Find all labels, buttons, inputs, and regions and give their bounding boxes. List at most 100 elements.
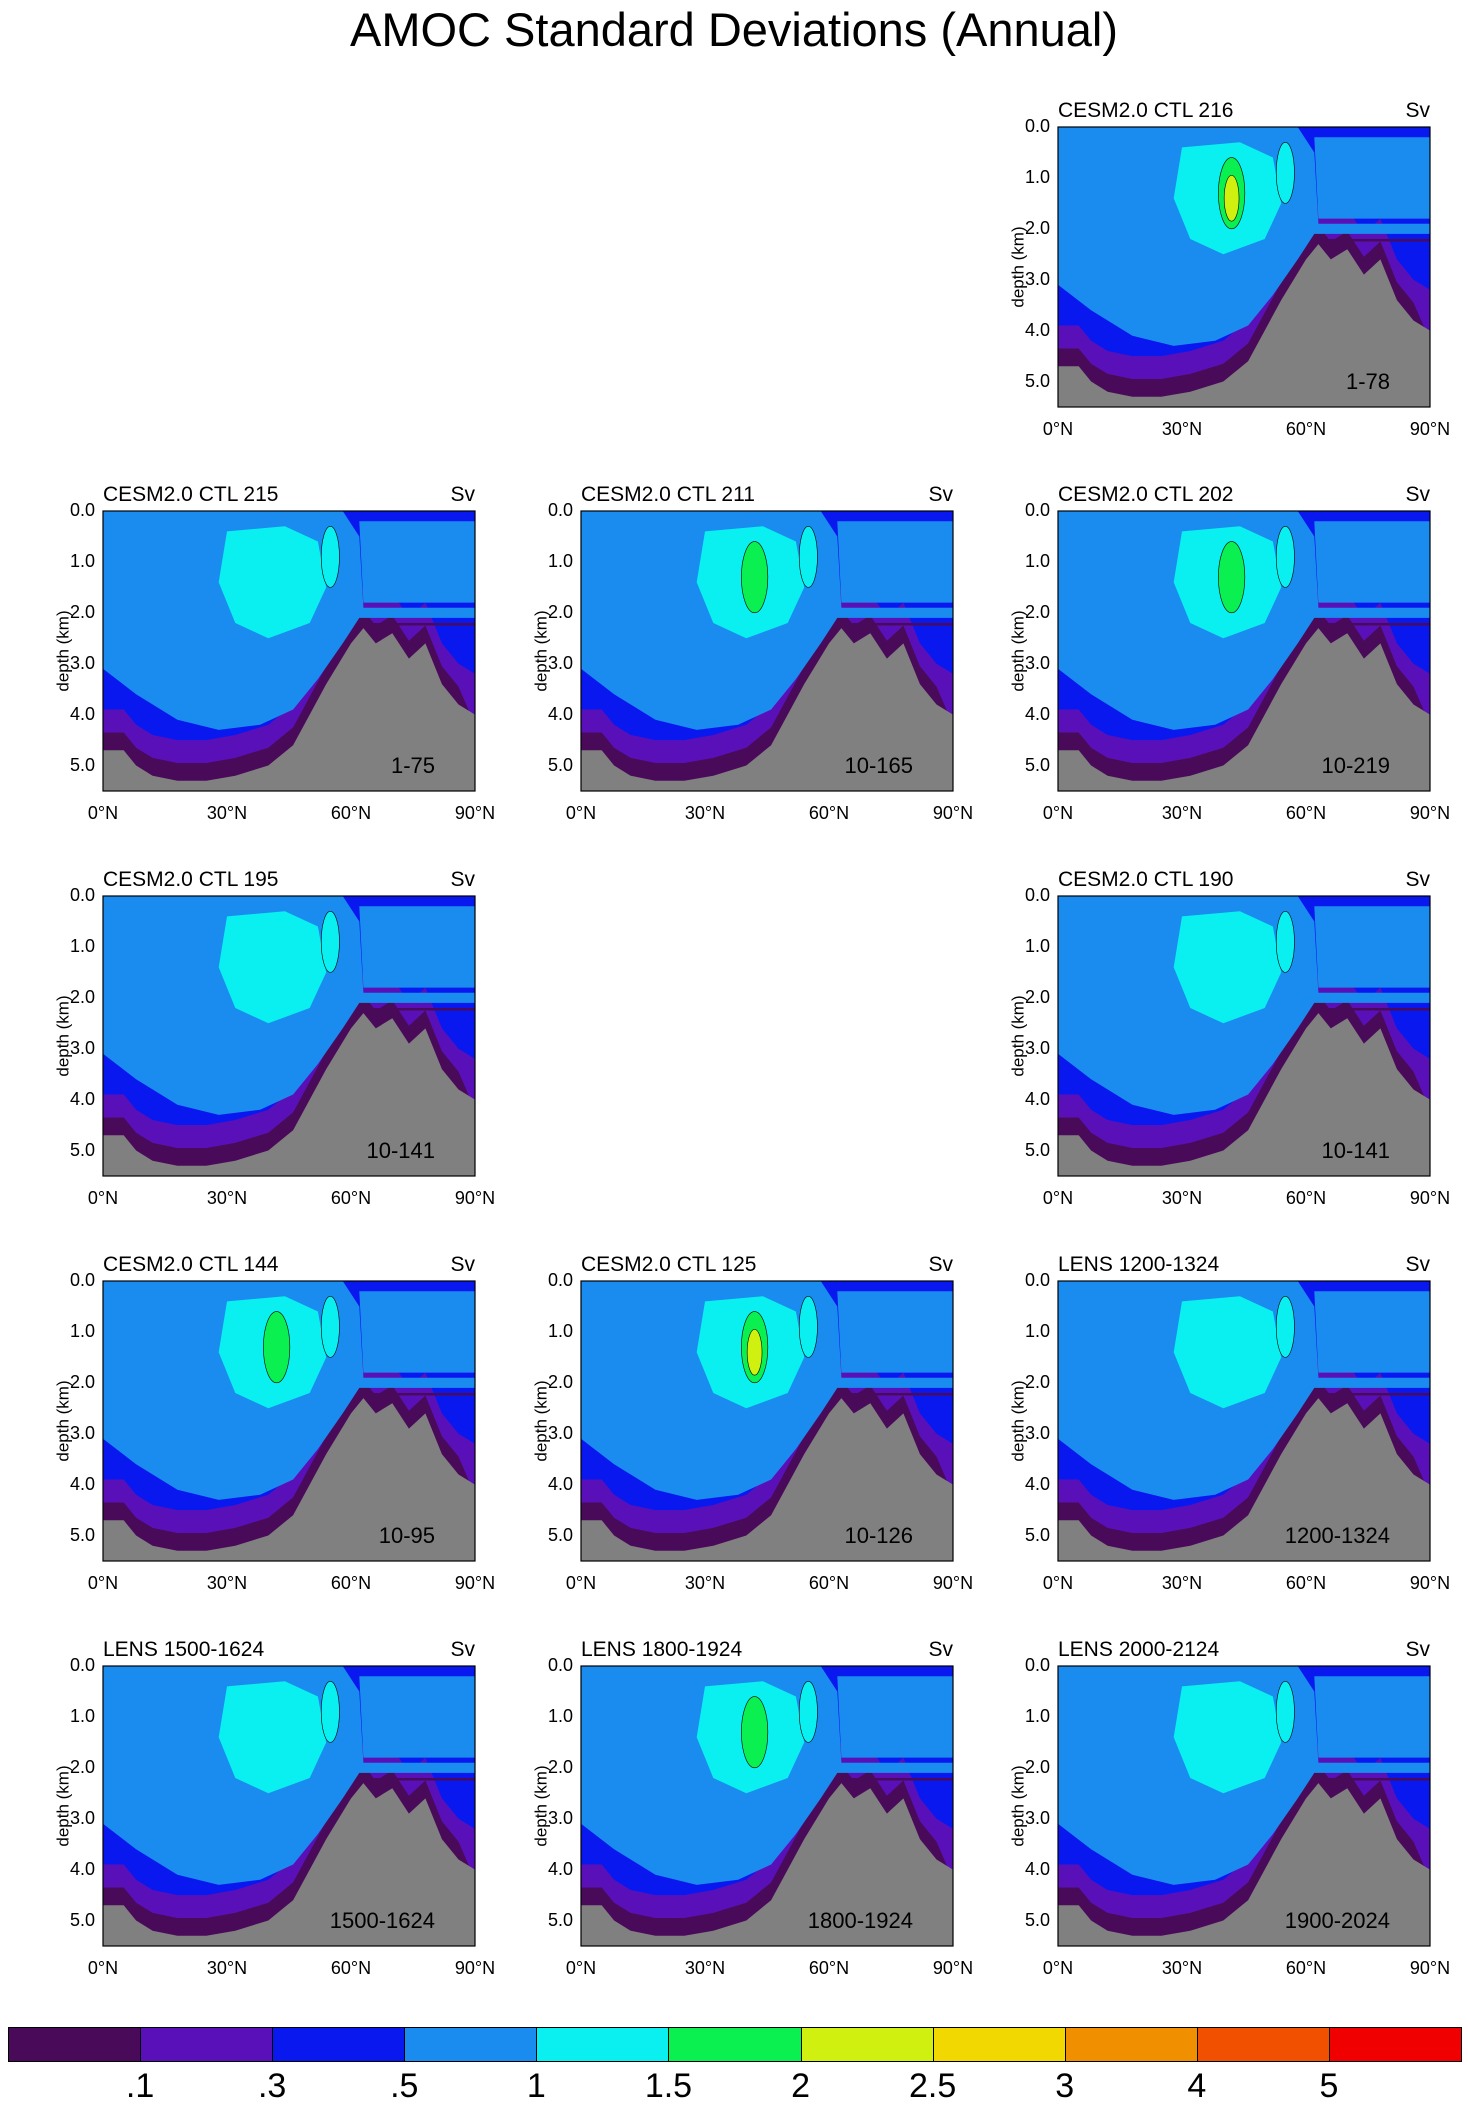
y-tick-label: 5.0 xyxy=(1024,1139,1050,1160)
panel-unit: Sv xyxy=(928,1638,953,1661)
x-tick-label: 0°N xyxy=(565,1573,597,1593)
period-label: 1900-2024 xyxy=(1284,1908,1390,1933)
panel-title: CESM2.0 CTL 215 xyxy=(103,483,279,506)
colorbar-segment xyxy=(1064,2027,1198,2062)
level-fill-4-north xyxy=(1275,141,1295,204)
y-tick-label: 3.0 xyxy=(1024,652,1050,673)
panel-title: CESM2.0 CTL 195 xyxy=(103,868,279,891)
level-fill-3-north xyxy=(359,521,475,603)
contour-plot xyxy=(1057,510,1431,792)
x-tick-label: 90°N xyxy=(454,1188,496,1208)
y-tick-label: 1.0 xyxy=(1024,550,1050,571)
y-tick-label: 1.0 xyxy=(69,935,95,956)
panel-title: LENS 1800-1924 xyxy=(581,1638,743,1661)
contour-panel: LENS 1500-1624 Sv depth (km) 1500-1624 0.0 1.… xyxy=(54,1638,495,1978)
period-label: 10-95 xyxy=(378,1523,435,1548)
plot-frame xyxy=(1057,126,1431,408)
level-fill-4 xyxy=(1173,1681,1282,1794)
level-fill-5 xyxy=(263,1311,291,1384)
seafloor-land xyxy=(581,628,953,791)
level-fill-3-north xyxy=(1314,906,1430,988)
level-fill-4-north xyxy=(1275,525,1295,588)
x-tick-label: 60°N xyxy=(330,1573,372,1593)
sill-floor xyxy=(1314,1008,1430,1011)
colorbar-label: 5 xyxy=(1319,2067,1339,2105)
y-tick-label: 1.0 xyxy=(547,550,573,571)
panel-title: CESM2.0 CTL 211 xyxy=(581,483,755,506)
period-label: 10-141 xyxy=(366,1138,435,1163)
x-tick-label: 90°N xyxy=(454,1573,496,1593)
y-tick-label: 0.0 xyxy=(69,1655,95,1675)
panel-title: LENS 2000-2124 xyxy=(1058,1638,1220,1661)
period-label: 1-75 xyxy=(390,753,435,778)
y-tick-label: 1.0 xyxy=(69,1320,95,1341)
x-tick-label: 0°N xyxy=(1042,1958,1074,1978)
y-tick-label: 0.0 xyxy=(547,1270,573,1290)
colorbar-segment xyxy=(1328,2027,1462,2062)
y-tick-label: 0.0 xyxy=(69,1270,95,1290)
colorbar-label: .1 xyxy=(125,2067,155,2105)
level-fill-4 xyxy=(218,526,327,639)
colorbar xyxy=(8,2027,1462,2064)
plot-frame xyxy=(1057,1280,1431,1562)
y-tick-label: 0.0 xyxy=(69,500,95,520)
x-tick-label: 30°N xyxy=(206,803,248,823)
y-tick-label: 4.0 xyxy=(547,1858,573,1879)
level-fill-4-north xyxy=(1275,1680,1295,1743)
level-fill-4-north xyxy=(320,1680,340,1743)
panel-unit: Sv xyxy=(450,1638,475,1661)
colorbar-segment xyxy=(932,2027,1066,2062)
level-fill-4-north xyxy=(1275,1295,1295,1358)
contour-panel: LENS 1200-1324 Sv depth (km) 1200-1324 0.0 1.… xyxy=(1009,1253,1450,1593)
level-fill-3-north xyxy=(1314,1676,1430,1758)
panel-unit: Sv xyxy=(450,483,475,506)
x-tick-label: 30°N xyxy=(1161,419,1203,439)
y-tick-label: 3.0 xyxy=(547,1422,573,1443)
x-tick-label: 30°N xyxy=(1161,1958,1203,1978)
y-tick-label: 1.0 xyxy=(69,1705,95,1726)
level-fill-4-north xyxy=(320,910,340,973)
sill-floor xyxy=(837,623,953,626)
x-tick-label: 0°N xyxy=(1042,803,1074,823)
seafloor-land xyxy=(581,1398,953,1561)
y-tick-label: 4.0 xyxy=(547,703,573,724)
figure-title: AMOC Standard Deviations (Annual) xyxy=(349,3,1119,56)
y-tick-label: 4.0 xyxy=(69,1088,95,1109)
x-tick-label: 60°N xyxy=(1285,1573,1327,1593)
seafloor-land xyxy=(1058,1398,1430,1561)
panel-title: CESM2.0 CTL 216 xyxy=(1058,99,1234,122)
period-label: 1-78 xyxy=(1345,369,1390,394)
x-tick-label: 0°N xyxy=(87,803,119,823)
y-tick-label: 4.0 xyxy=(1024,1088,1050,1109)
contour-panel: CESM2.0 CTL 190 Sv depth (km) 10-141 0.0 1.0 2… xyxy=(1009,868,1450,1208)
seafloor-land xyxy=(1058,244,1430,407)
sill-floor xyxy=(837,1778,953,1781)
x-tick-label: 60°N xyxy=(1285,1958,1327,1978)
level-fill-4-north xyxy=(798,1680,818,1743)
level-fill-3-north xyxy=(837,521,953,603)
y-tick-label: 5.0 xyxy=(547,1909,573,1930)
y-tick-label: 5.0 xyxy=(1024,1524,1050,1545)
contour-panel: CESM2.0 CTL 195 Sv depth (km) 10-141 0.0 1.0 2… xyxy=(54,868,495,1208)
panel-unit: Sv xyxy=(1405,99,1430,122)
y-tick-label: 4.0 xyxy=(69,1858,95,1879)
panel-title: LENS 1500-1624 xyxy=(103,1638,265,1661)
colorbar-label: .3 xyxy=(257,2067,287,2105)
x-tick-label: 30°N xyxy=(684,803,726,823)
y-tick-label: 2.0 xyxy=(1024,601,1050,622)
level-fill-3-north xyxy=(359,906,475,988)
y-tick-label: 0.0 xyxy=(1024,116,1050,136)
level-fill-5 xyxy=(1218,541,1246,614)
x-tick-label: 30°N xyxy=(684,1573,726,1593)
x-tick-label: 90°N xyxy=(454,1958,496,1978)
contour-plot xyxy=(1057,1665,1431,1947)
level-fill-4-north xyxy=(320,1295,340,1358)
y-tick-label: 4.0 xyxy=(1024,703,1050,724)
sill-floor xyxy=(359,1778,475,1781)
y-tick-label: 3.0 xyxy=(1024,1807,1050,1828)
y-tick-label: 2.0 xyxy=(69,1756,95,1777)
contour-plot xyxy=(580,510,954,792)
y-tick-label: 4.0 xyxy=(69,1473,95,1494)
y-tick-label: 5.0 xyxy=(69,1909,95,1930)
x-tick-label: 0°N xyxy=(565,803,597,823)
